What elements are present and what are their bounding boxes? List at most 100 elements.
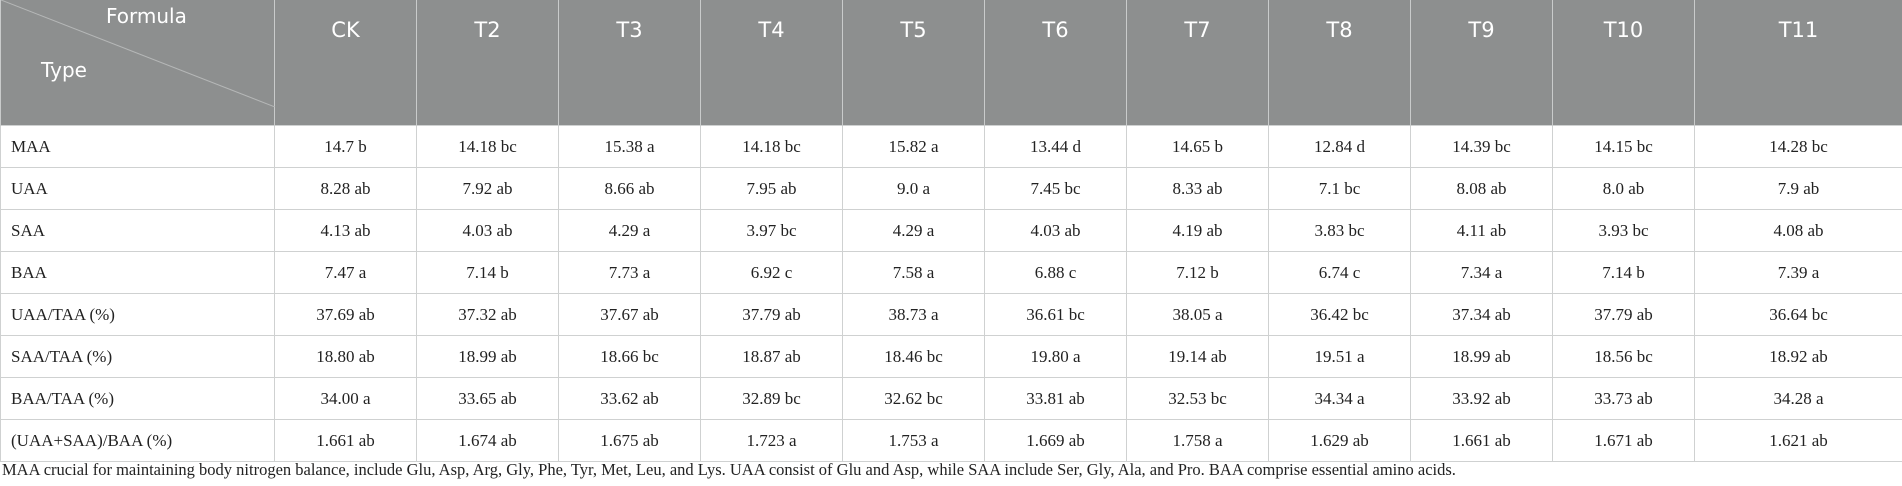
cell: 33.92 ab bbox=[1410, 377, 1553, 420]
cell: 18.46 bc bbox=[842, 335, 985, 378]
cell: 37.69 ab bbox=[274, 293, 417, 336]
cell: 36.61 bc bbox=[984, 293, 1127, 336]
cell: 15.38 a bbox=[558, 125, 701, 168]
cell: 14.18 bc bbox=[416, 125, 559, 168]
cell: 1.671 ab bbox=[1552, 419, 1695, 462]
row-label: BAA bbox=[0, 251, 275, 294]
cell: 34.28 a bbox=[1694, 377, 1902, 420]
cell: 7.14 b bbox=[1552, 251, 1695, 294]
cell: 37.79 ab bbox=[1552, 293, 1695, 336]
cell: 7.73 a bbox=[558, 251, 701, 294]
cell: 1.629 ab bbox=[1268, 419, 1411, 462]
cell: 4.29 a bbox=[558, 209, 701, 252]
table-row: SAA 4.13 ab 4.03 ab 4.29 a 3.97 bc 4.29 a 4.03… bbox=[0, 209, 1902, 252]
cell: 14.7 b bbox=[274, 125, 417, 168]
cell: 33.62 ab bbox=[558, 377, 701, 420]
table-row: BAA/TAA (%) 34.00 a 33.65 ab 33.62 ab 32.89 … bbox=[0, 377, 1902, 420]
cell: 32.62 bc bbox=[842, 377, 985, 420]
table-row: UAA/TAA (%) 37.69 ab 37.32 ab 37.67 ab 37.79… bbox=[0, 293, 1902, 336]
column-header: T5 bbox=[842, 0, 985, 126]
column-header: T11 bbox=[1694, 0, 1902, 126]
cell: 19.51 a bbox=[1268, 335, 1411, 378]
cell: 34.34 a bbox=[1268, 377, 1411, 420]
cell: 4.11 ab bbox=[1410, 209, 1553, 252]
footnote: MAA crucial for maintaining body nitroge… bbox=[2, 460, 1456, 479]
cell: 4.29 a bbox=[842, 209, 985, 252]
cell: 7.34 a bbox=[1410, 251, 1553, 294]
cell: 18.87 ab bbox=[700, 335, 843, 378]
cell: 7.58 a bbox=[842, 251, 985, 294]
cell: 7.39 a bbox=[1694, 251, 1902, 294]
cell: 6.74 c bbox=[1268, 251, 1411, 294]
header-row: Formula Type CK T2 T3 T4 T5 T6 T7 T8 T9 T10 T11 bbox=[0, 0, 1902, 126]
column-header: T8 bbox=[1268, 0, 1411, 126]
cell: 15.82 a bbox=[842, 125, 985, 168]
cell: 1.621 ab bbox=[1694, 419, 1902, 462]
cell: 4.03 ab bbox=[416, 209, 559, 252]
cell: 38.05 a bbox=[1126, 293, 1269, 336]
cell: 1.669 ab bbox=[984, 419, 1127, 462]
cell: 37.67 ab bbox=[558, 293, 701, 336]
cell: 4.08 ab bbox=[1694, 209, 1902, 252]
row-label: UAA bbox=[0, 167, 275, 210]
column-header: T9 bbox=[1410, 0, 1553, 126]
column-header: T6 bbox=[984, 0, 1127, 126]
row-label: SAA/TAA (%) bbox=[0, 335, 275, 378]
cell: 14.15 bc bbox=[1552, 125, 1695, 168]
cell: 7.14 b bbox=[416, 251, 559, 294]
cell: 7.45 bc bbox=[984, 167, 1127, 210]
cell: 1.661 ab bbox=[1410, 419, 1553, 462]
cell: 18.80 ab bbox=[274, 335, 417, 378]
cell: 7.92 ab bbox=[416, 167, 559, 210]
cell: 6.88 c bbox=[984, 251, 1127, 294]
row-label: MAA bbox=[0, 125, 275, 168]
column-header: T2 bbox=[416, 0, 559, 126]
cell: 3.93 bc bbox=[1552, 209, 1695, 252]
cell: 34.00 a bbox=[274, 377, 417, 420]
cell: 32.89 bc bbox=[700, 377, 843, 420]
table-row: (UAA+SAA)/BAA (%) 1.661 ab 1.674 ab 1.675 a… bbox=[0, 419, 1902, 462]
cell: 37.34 ab bbox=[1410, 293, 1553, 336]
data-table: Formula Type CK T2 T3 T4 T5 T6 T7 T8 T9 T10 T11 MA… bbox=[0, 0, 1902, 462]
cell: 37.32 ab bbox=[416, 293, 559, 336]
cell: 18.92 ab bbox=[1694, 335, 1902, 378]
cell: 18.99 ab bbox=[1410, 335, 1553, 378]
corner-bottom: Type bbox=[41, 58, 87, 82]
cell: 4.03 ab bbox=[984, 209, 1127, 252]
column-header: T7 bbox=[1126, 0, 1269, 126]
cell: 1.661 ab bbox=[274, 419, 417, 462]
cell: 8.0 ab bbox=[1552, 167, 1695, 210]
corner-cell: Formula Type bbox=[0, 0, 275, 126]
diagonal bbox=[1, 0, 275, 107]
cell: 1.758 a bbox=[1126, 419, 1269, 462]
cell: 19.80 a bbox=[984, 335, 1127, 378]
cell: 12.84 d bbox=[1268, 125, 1411, 168]
cell: 36.42 bc bbox=[1268, 293, 1411, 336]
cell: 32.53 bc bbox=[1126, 377, 1269, 420]
cell: 7.9 ab bbox=[1694, 167, 1902, 210]
cell: 13.44 d bbox=[984, 125, 1127, 168]
row-label: SAA bbox=[0, 209, 275, 252]
cell: 7.12 b bbox=[1126, 251, 1269, 294]
cell: 37.79 ab bbox=[700, 293, 843, 336]
column-header: T3 bbox=[558, 0, 701, 126]
column-header: T4 bbox=[700, 0, 843, 126]
cell: 3.97 bc bbox=[700, 209, 843, 252]
cell: 19.14 ab bbox=[1126, 335, 1269, 378]
cell: 8.28 ab bbox=[274, 167, 417, 210]
cell: 1.675 ab bbox=[558, 419, 701, 462]
cell: 1.723 a bbox=[700, 419, 843, 462]
cell: 38.73 a bbox=[842, 293, 985, 336]
cell: 14.28 bc bbox=[1694, 125, 1902, 168]
cell: 36.64 bc bbox=[1694, 293, 1902, 336]
cell: 14.39 bc bbox=[1410, 125, 1553, 168]
cell: 7.1 bc bbox=[1268, 167, 1411, 210]
cell: 3.83 bc bbox=[1268, 209, 1411, 252]
cell: 4.19 ab bbox=[1126, 209, 1269, 252]
column-header: CK bbox=[274, 0, 417, 126]
cell: 9.0 a bbox=[842, 167, 985, 210]
row-label: UAA/TAA (%) bbox=[0, 293, 275, 336]
